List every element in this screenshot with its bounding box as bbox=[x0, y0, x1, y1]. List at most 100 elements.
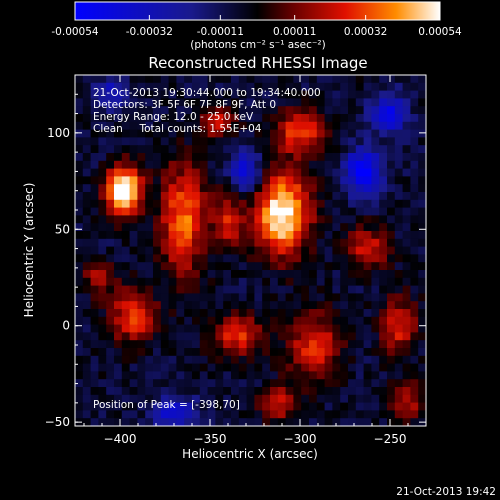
heatmap-cell bbox=[160, 199, 169, 208]
heatmap-cell bbox=[301, 192, 310, 201]
heatmap-cell bbox=[223, 231, 232, 240]
heatmap-cell bbox=[254, 332, 263, 341]
heatmap-cell bbox=[137, 246, 146, 255]
heatmap-cell bbox=[379, 90, 388, 99]
heatmap-cell bbox=[254, 231, 263, 240]
heatmap-cell bbox=[75, 184, 84, 193]
heatmap-cell bbox=[176, 129, 185, 138]
heatmap-cell bbox=[246, 332, 255, 341]
heatmap-cell bbox=[246, 270, 255, 279]
heatmap-cell bbox=[168, 293, 177, 302]
heatmap-cell bbox=[246, 262, 255, 271]
heatmap-cell bbox=[246, 145, 255, 154]
heatmap-cell bbox=[106, 285, 115, 294]
heatmap-cell bbox=[285, 355, 294, 364]
heatmap-cell bbox=[215, 121, 224, 130]
x-axis-label: Heliocentric X (arcsec) bbox=[182, 447, 318, 461]
heatmap-cell bbox=[184, 418, 193, 427]
heatmap-cell bbox=[394, 332, 403, 341]
heatmap-cell bbox=[316, 340, 325, 349]
x-tick-label: −350 bbox=[194, 432, 227, 446]
heatmap-cell bbox=[145, 394, 154, 403]
heatmap-cell bbox=[410, 387, 419, 396]
heatmap-cell bbox=[410, 223, 419, 232]
heatmap-cell bbox=[121, 309, 130, 318]
heatmap-cell bbox=[348, 277, 357, 286]
heatmap-cell bbox=[215, 340, 224, 349]
heatmap-cell bbox=[246, 160, 255, 169]
heatmap-cell bbox=[262, 184, 271, 193]
heatmap-cell bbox=[192, 184, 201, 193]
heatmap-cell bbox=[90, 98, 99, 107]
heatmap-cell bbox=[355, 270, 364, 279]
heatmap-cell bbox=[192, 168, 201, 177]
heatmap-cell bbox=[153, 114, 162, 123]
heatmap-cell bbox=[309, 121, 318, 130]
heatmap-cell bbox=[270, 238, 279, 247]
heatmap-cell bbox=[90, 82, 99, 91]
heatmap-cell bbox=[176, 355, 185, 364]
heatmap-cell bbox=[137, 145, 146, 154]
heatmap-cell bbox=[137, 82, 146, 91]
heatmap-cell bbox=[340, 324, 349, 333]
heatmap-cell bbox=[387, 355, 396, 364]
heatmap-cell bbox=[114, 293, 123, 302]
heatmap-cell bbox=[418, 387, 427, 396]
heatmap-cell bbox=[145, 160, 154, 169]
heatmap-cell bbox=[215, 246, 224, 255]
heatmap-cell bbox=[418, 129, 427, 138]
heatmap-cell bbox=[285, 223, 294, 232]
heatmap-cell bbox=[160, 168, 169, 177]
heatmap-cell bbox=[394, 379, 403, 388]
heatmap-cell bbox=[98, 394, 107, 403]
heatmap-cell bbox=[168, 168, 177, 177]
heatmap-cell bbox=[246, 394, 255, 403]
colorbar-gradient bbox=[74, 1, 441, 21]
heatmap-cell bbox=[114, 324, 123, 333]
heatmap-cell bbox=[293, 145, 302, 154]
heatmap-cell bbox=[129, 277, 138, 286]
heatmap-cell bbox=[394, 301, 403, 310]
heatmap-cell bbox=[254, 262, 263, 271]
heatmap-cell bbox=[324, 355, 333, 364]
heatmap-cell bbox=[82, 363, 91, 372]
heatmap-cell bbox=[355, 168, 364, 177]
heatmap-cell bbox=[246, 199, 255, 208]
heatmap-cell bbox=[332, 402, 341, 411]
heatmap-cell bbox=[176, 199, 185, 208]
heatmap-cell bbox=[285, 262, 294, 271]
heatmap-cell bbox=[410, 98, 419, 107]
heatmap-cell bbox=[82, 379, 91, 388]
heatmap-cell bbox=[75, 410, 84, 419]
heatmap-cell bbox=[153, 153, 162, 162]
heatmap-cell bbox=[160, 238, 169, 247]
heatmap-cell bbox=[394, 394, 403, 403]
heatmap-cell bbox=[371, 82, 380, 91]
heatmap-cell bbox=[82, 418, 91, 427]
heatmap-cell bbox=[270, 402, 279, 411]
heatmap-cell bbox=[363, 309, 372, 318]
heatmap-cell bbox=[355, 238, 364, 247]
heatmap-cell bbox=[418, 98, 427, 107]
heatmap-cell bbox=[223, 145, 232, 154]
heatmap-cell bbox=[231, 301, 240, 310]
heatmap-cell bbox=[153, 82, 162, 91]
heatmap-cell bbox=[324, 184, 333, 193]
heatmap-cell bbox=[121, 231, 130, 240]
heatmap-cell bbox=[223, 324, 232, 333]
heatmap-cell bbox=[363, 394, 372, 403]
heatmap-cell bbox=[98, 82, 107, 91]
heatmap-cell bbox=[129, 238, 138, 247]
heatmap-cell bbox=[238, 387, 247, 396]
heatmap-cell bbox=[199, 199, 208, 208]
heatmap-cell bbox=[355, 160, 364, 169]
heatmap-cell bbox=[277, 192, 286, 201]
heatmap-cell bbox=[145, 121, 154, 130]
heatmap-cell bbox=[410, 332, 419, 341]
heatmap-cell bbox=[184, 355, 193, 364]
heatmap-cell bbox=[418, 192, 427, 201]
heatmap-cell bbox=[114, 301, 123, 310]
heatmap-cell bbox=[98, 137, 107, 146]
heatmap-cell bbox=[75, 340, 84, 349]
colorbar-unit-label: (photons cm⁻² s⁻¹ asec⁻²) bbox=[190, 39, 325, 51]
